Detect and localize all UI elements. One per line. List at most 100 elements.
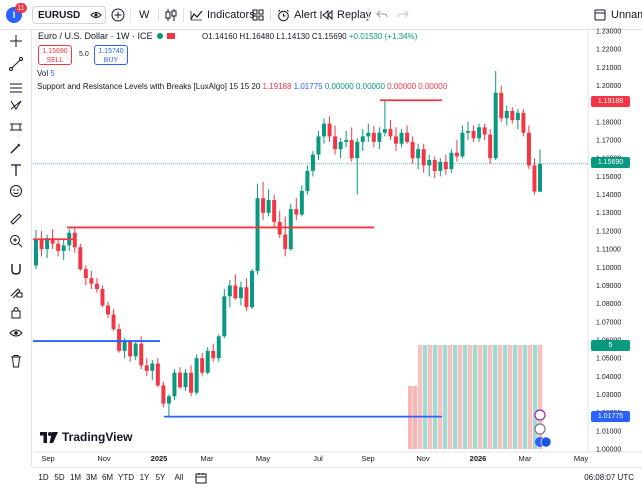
sell-price: 1.15690 <box>42 48 68 55</box>
fib-tool[interactable] <box>7 79 25 97</box>
tradingview-logo[interactable]: TradingView <box>40 430 132 444</box>
add-symbol-icon[interactable] <box>111 8 125 22</box>
candle-body <box>438 161 443 171</box>
range-button-5y[interactable]: 5Y <box>155 473 166 482</box>
candle-body <box>466 130 470 133</box>
candle-body <box>532 165 537 192</box>
symbol-search-button[interactable]: EURUSD <box>32 6 106 24</box>
trend-line-tool[interactable] <box>7 55 25 73</box>
candle-body <box>117 329 122 351</box>
hide-drawings-tool[interactable] <box>7 324 25 342</box>
range-button-3m[interactable]: 3M <box>85 473 98 482</box>
candle-body <box>144 365 149 371</box>
price-tick-label: 1.22000 <box>596 47 621 54</box>
volume-legend[interactable]: Vol 5 <box>37 69 55 78</box>
candle-body <box>405 132 410 142</box>
sell-button[interactable]: 1.15690 SELL <box>38 45 72 65</box>
candle-body <box>460 132 465 157</box>
range-button-all[interactable]: All <box>174 473 184 482</box>
volume-profile-bar <box>503 345 508 449</box>
text-tool[interactable] <box>7 161 25 179</box>
crosshair-tool[interactable] <box>7 32 25 50</box>
buy-price: 1.15740 <box>98 48 124 55</box>
flag-marker-icon <box>534 423 546 435</box>
candle <box>150 359 155 380</box>
price-tick-label: 1.15000 <box>596 174 621 181</box>
candle-body <box>526 132 531 166</box>
pattern-tool[interactable] <box>7 96 25 114</box>
replay-button[interactable]: Replay <box>320 0 371 30</box>
avatar-letter: I <box>12 10 16 20</box>
measure-tool[interactable] <box>7 210 25 228</box>
time-tick-label: Nov <box>97 454 111 463</box>
candle-body <box>322 123 326 137</box>
range-button-1d[interactable]: 1D <box>38 473 49 482</box>
layout-grid-icon[interactable] <box>252 9 264 21</box>
interval-button[interactable]: W <box>139 9 150 21</box>
indicators-button[interactable]: Indicators <box>190 0 255 30</box>
magnet-tool[interactable] <box>7 260 25 278</box>
candle-body <box>205 350 210 373</box>
candle-body <box>139 343 144 366</box>
remove-drawings-tool[interactable] <box>7 352 25 370</box>
spread-value: 5.0 <box>79 51 89 58</box>
price-tick-label: 1.11000 <box>596 247 621 254</box>
symbol-legend: Euro / U.S. Dollar · 1W · ICE <box>38 31 175 41</box>
candle <box>89 270 94 290</box>
candle <box>460 125 465 159</box>
buy-button[interactable]: 1.15740 BUY <box>94 45 128 65</box>
range-button-1m[interactable]: 1M <box>69 473 82 482</box>
time-tick-label: May <box>574 454 588 463</box>
candle-body <box>216 336 221 359</box>
candle-body <box>454 152 459 157</box>
pattern-icon <box>10 100 22 110</box>
candle-body <box>161 385 166 404</box>
fib-retracement-icon <box>10 83 22 93</box>
emoji-tool[interactable] <box>7 182 25 200</box>
candle <box>200 352 205 377</box>
utc-clock[interactable]: 06:08:07 UTC <box>584 473 634 482</box>
candle-body <box>504 110 509 119</box>
volume-profile-bar <box>418 345 423 449</box>
lock-tool[interactable] <box>7 303 25 321</box>
volume-profile-bar <box>498 345 503 449</box>
candle <box>316 130 321 161</box>
undo-icon[interactable] <box>376 9 388 21</box>
candle <box>294 198 299 221</box>
candle <box>133 339 138 360</box>
calendar-icon[interactable] <box>195 472 207 484</box>
candle-body <box>333 136 338 150</box>
prediction-tool[interactable] <box>7 118 25 136</box>
candle <box>338 138 343 159</box>
eye-icon[interactable] <box>90 10 102 20</box>
indicator-legend[interactable]: Support and Resistance Levels with Break… <box>37 82 447 91</box>
candle <box>526 125 531 170</box>
candle-body <box>244 287 249 308</box>
candle <box>388 120 393 141</box>
top-toolbar: I 11 EURUSD W Indicators Alert Replay Un… <box>0 0 642 30</box>
earnings-marker-icon <box>540 436 552 448</box>
range-button-5d[interactable]: 5D <box>54 473 65 482</box>
candle <box>538 149 542 193</box>
buy-label: BUY <box>103 57 119 64</box>
candle-style-icon[interactable] <box>164 8 178 22</box>
support-price-tag: 1.01775 <box>591 411 630 422</box>
candle <box>45 234 50 259</box>
range-button-ytd[interactable]: YTD <box>118 473 134 482</box>
brush-tool[interactable] <box>7 139 25 157</box>
candle-body <box>349 140 354 159</box>
current-price-tag: 1.15690 <box>591 157 630 168</box>
range-button-6m[interactable]: 6M <box>101 473 114 482</box>
zoom-tool[interactable] <box>7 232 25 250</box>
lock-drawings-tool[interactable] <box>7 282 25 300</box>
candle <box>377 127 382 150</box>
alert-button[interactable]: Alert <box>277 0 317 30</box>
layout-name[interactable]: Unname <box>611 9 642 21</box>
candle <box>366 123 371 142</box>
range-button-1y[interactable]: 1Y <box>139 473 150 482</box>
redo-icon[interactable] <box>397 9 409 21</box>
volume-value: 5 <box>50 69 55 78</box>
layout-icon[interactable] <box>594 9 606 21</box>
candle-body <box>283 234 288 250</box>
